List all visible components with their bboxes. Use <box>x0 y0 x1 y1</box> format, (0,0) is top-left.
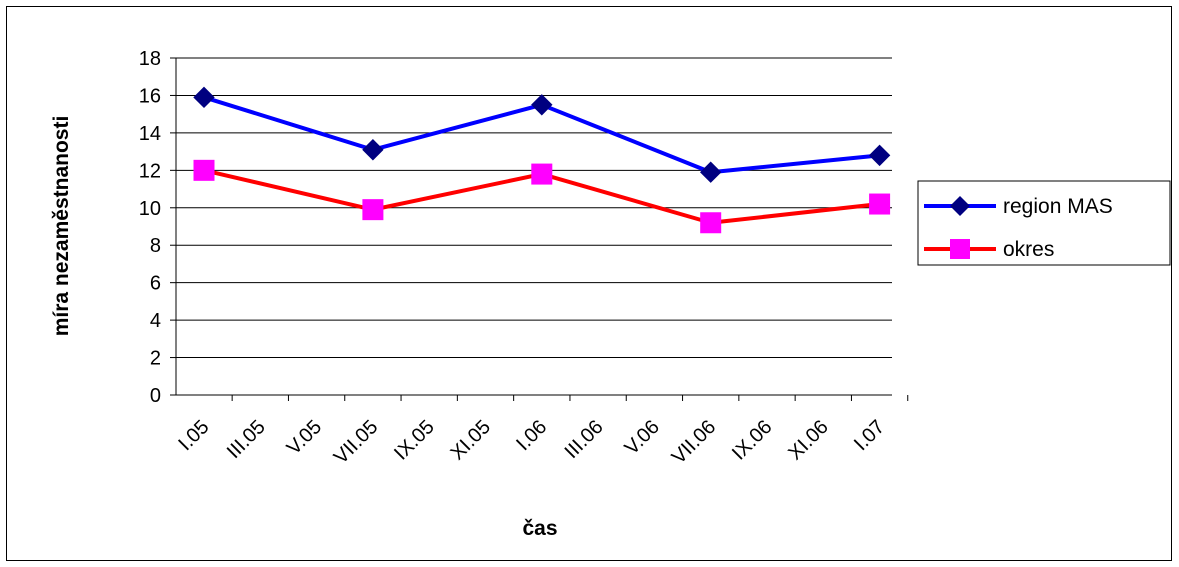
data-point-marker <box>699 161 722 183</box>
y-tick-label: 18 <box>139 48 161 70</box>
data-point-marker <box>869 193 891 215</box>
legend-label: region MAS <box>1003 195 1113 218</box>
data-point-marker <box>193 159 215 181</box>
y-tick-label: 10 <box>139 198 161 220</box>
y-tick-label: 2 <box>150 348 161 370</box>
axes <box>175 58 892 396</box>
x-tick-label: IX.06 <box>728 416 777 465</box>
data-point-marker <box>700 212 722 234</box>
x-tick-label: V.05 <box>283 416 326 459</box>
y-tick-label: 8 <box>150 235 161 257</box>
x-tick-label: III.06 <box>561 416 608 463</box>
x-tick-label: XI.05 <box>446 416 495 465</box>
y-tick-label: 4 <box>150 310 161 332</box>
x-tick-label: I.07 <box>850 416 889 455</box>
legend-label: okres <box>1003 238 1054 261</box>
y-tick-label: 14 <box>139 123 161 145</box>
y-tick-label: 0 <box>150 385 161 407</box>
y-tick-label: 6 <box>150 273 161 295</box>
x-tick-label: I.06 <box>512 416 551 455</box>
x-tick-label: IX.05 <box>390 416 439 465</box>
data-point-marker <box>193 86 215 109</box>
y-tick-label: 16 <box>139 85 161 107</box>
data-point-marker <box>868 144 891 167</box>
data-point-marker <box>362 139 384 161</box>
x-tick-label: I.05 <box>174 416 213 455</box>
x-axis-ticks: I.05 III.05 V.05 VII.05 IX.05 XI.05 I.06 III.06… <box>174 395 909 469</box>
data-point-marker <box>531 163 553 185</box>
legend-marker <box>950 196 970 216</box>
x-tick-label: III.05 <box>223 416 270 463</box>
legend-marker <box>950 239 970 259</box>
x-tick-label: VII.06 <box>668 416 721 469</box>
y-axis-ticks: 0 2 4 6 8 10 12 14 16 18 <box>139 48 176 407</box>
legend: region MAS okres <box>917 180 1171 266</box>
data-point-marker <box>362 199 384 221</box>
series-layer <box>193 86 891 234</box>
y-axis-title: míra nezaměstnanosti <box>50 116 73 337</box>
x-tick-label: VII.05 <box>330 416 383 469</box>
x-axis-title: čas <box>522 517 557 540</box>
data-point-marker <box>531 94 553 116</box>
x-tick-label: V.06 <box>621 416 664 459</box>
y-tick-label: 12 <box>139 160 161 182</box>
x-tick-label: XI.06 <box>784 416 833 465</box>
